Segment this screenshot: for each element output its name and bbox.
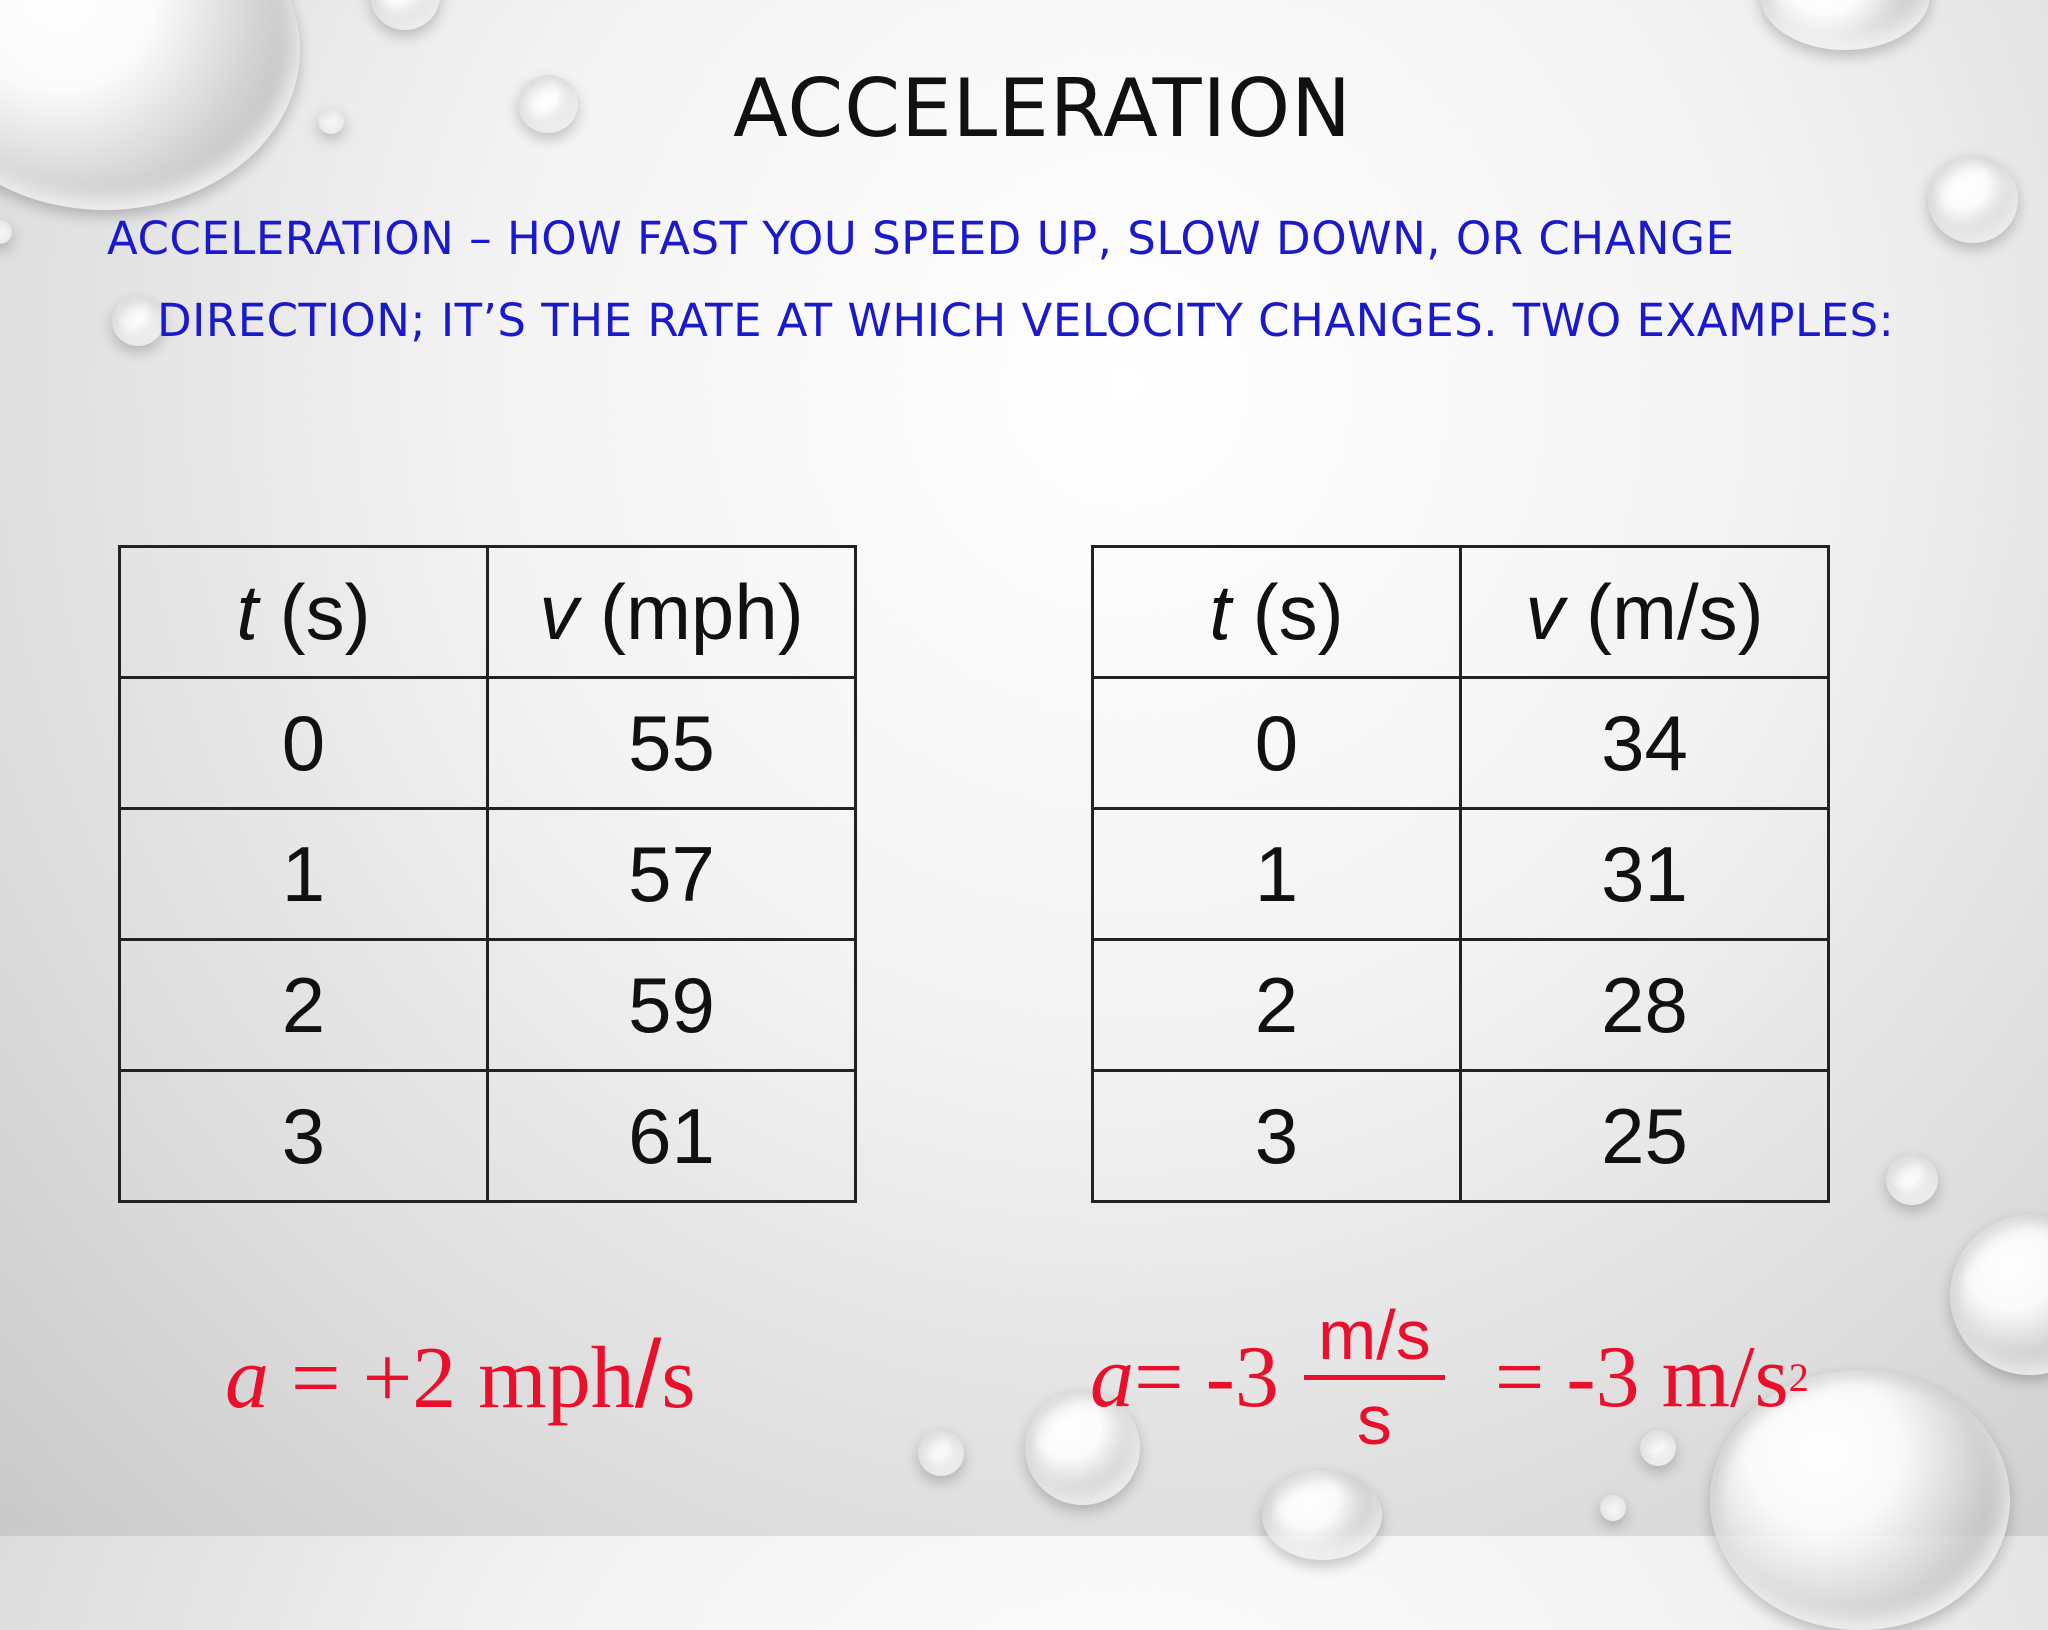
table-header-row: t (s) v (m/s) <box>1091 545 1830 679</box>
table-row: 3 25 <box>1091 1069 1830 1203</box>
velocity-cell: 25 <box>1459 1069 1830 1203</box>
velocity-cell: 61 <box>486 1069 857 1203</box>
water-drop <box>1025 1390 1140 1505</box>
water-drop <box>1262 1470 1382 1560</box>
table-row: 1 31 <box>1091 807 1830 941</box>
table-header-row: t (s) v (mph) <box>118 545 857 679</box>
table-row: 2 59 <box>118 938 857 1072</box>
header-cell-velocity: v (m/s) <box>1459 545 1830 679</box>
time-cell: 2 <box>1091 938 1462 1072</box>
water-drop <box>518 75 578 133</box>
time-cell: 1 <box>118 807 489 941</box>
acceleration-formula-mph: a = +2 mph/s <box>225 1320 696 1430</box>
water-drop <box>370 0 440 30</box>
formula-variable: a <box>1090 1329 1134 1426</box>
unit-fraction: m/s s <box>1303 1295 1445 1460</box>
water-drop <box>1760 0 1930 50</box>
water-drop <box>112 296 164 346</box>
velocity-cell: 59 <box>486 938 857 1072</box>
formula-slash: / <box>634 1321 662 1428</box>
table-row: 3 61 <box>118 1069 857 1203</box>
velocity-cell: 57 <box>486 807 857 941</box>
formula-value: = -3 <box>1134 1329 1279 1426</box>
slide-description: ACCELERATION – HOW FAST YOU SPEED UP, SL… <box>107 212 1895 347</box>
time-cell: 2 <box>118 938 489 1072</box>
acceleration-formula-mps: a = -3 m/s s = -3 m/s 2 <box>1090 1295 1809 1460</box>
time-cell: 0 <box>1091 676 1462 810</box>
table-row: 2 28 <box>1091 938 1830 1072</box>
table-row: 0 55 <box>118 676 857 810</box>
water-drop <box>1600 1495 1626 1521</box>
velocity-cell: 31 <box>1459 807 1830 941</box>
time-cell: 0 <box>118 676 489 810</box>
header-cell-time: t (s) <box>118 545 489 679</box>
formula-result: = -3 m/s <box>1494 1329 1789 1426</box>
water-drop <box>1950 1215 2048 1375</box>
water-drop <box>1928 155 2018 243</box>
formula-value: = +2 mph <box>269 1330 635 1427</box>
water-drop <box>318 108 344 134</box>
velocity-cell: 34 <box>1459 676 1830 810</box>
header-cell-velocity: v (mph) <box>486 545 857 679</box>
water-drop <box>0 220 12 244</box>
velocity-cell: 55 <box>486 676 857 810</box>
formula-variable: a <box>225 1330 269 1427</box>
table-row: 1 57 <box>118 807 857 941</box>
header-cell-time: t (s) <box>1091 545 1462 679</box>
table-row: 0 34 <box>1091 676 1830 810</box>
time-cell: 3 <box>118 1069 489 1203</box>
time-cell: 1 <box>1091 807 1462 941</box>
time-cell: 3 <box>1091 1069 1462 1203</box>
formula-exponent: 2 <box>1788 1355 1809 1400</box>
velocity-table-mph: t (s) v (mph) 0 55 1 57 2 59 3 61 <box>118 545 857 1203</box>
water-drop <box>1886 1155 1938 1205</box>
slide-title: ACCELERATION <box>733 62 1352 155</box>
velocity-table-mps: t (s) v (m/s) 0 34 1 31 2 28 3 25 <box>1091 545 1830 1203</box>
velocity-cell: 28 <box>1459 938 1830 1072</box>
formula-unit: s <box>661 1330 696 1427</box>
water-drop <box>1640 1430 1676 1466</box>
fraction-numerator: m/s <box>1303 1295 1445 1380</box>
water-drop <box>918 1430 964 1476</box>
fraction-denominator: s <box>1356 1381 1392 1459</box>
